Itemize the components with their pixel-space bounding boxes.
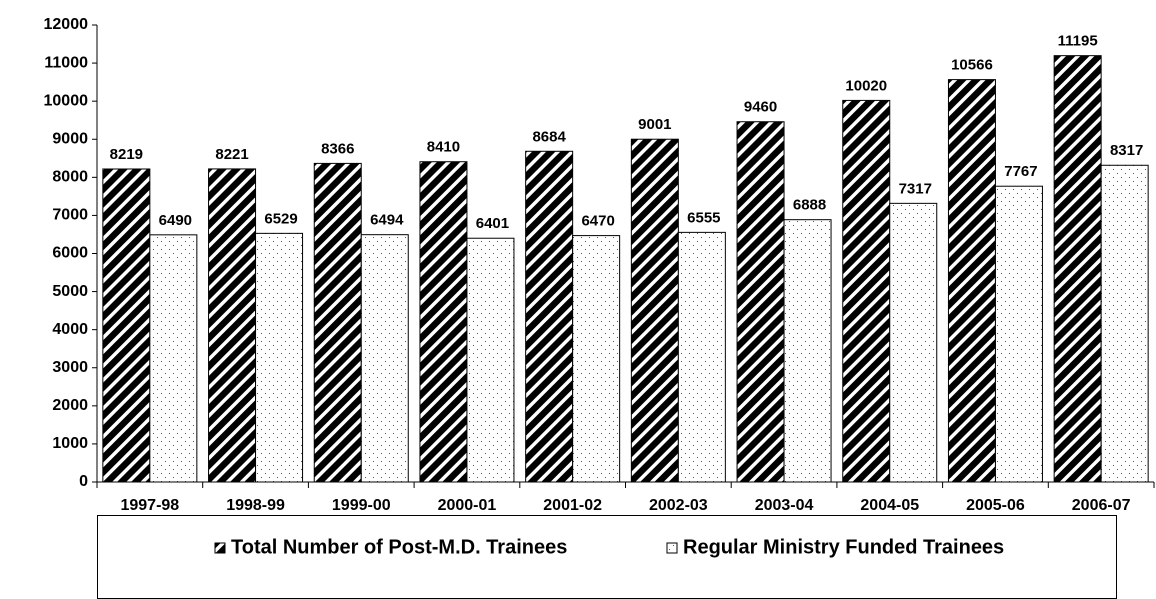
value-label: 6529 xyxy=(264,210,297,227)
bar xyxy=(419,161,468,483)
y-tick-label: 7000 xyxy=(52,207,88,224)
legend-swatch xyxy=(214,542,226,554)
x-tick-label: 1998-99 xyxy=(226,497,285,514)
y-tick-label: 9000 xyxy=(52,130,88,147)
y-tick-label: 3000 xyxy=(52,359,88,376)
value-label: 7317 xyxy=(899,180,932,197)
y-tick-label: 12000 xyxy=(44,16,89,33)
x-tick-label: 2002-03 xyxy=(649,497,708,514)
bar xyxy=(736,121,785,483)
value-label: 6470 xyxy=(581,213,614,230)
value-label: 11195 xyxy=(1058,33,1098,50)
value-label: 8317 xyxy=(1110,142,1143,159)
bar xyxy=(255,232,304,483)
value-label: 8221 xyxy=(215,146,248,163)
value-label: 6555 xyxy=(687,209,720,226)
value-label: 6494 xyxy=(370,212,404,229)
value-label: 9001 xyxy=(638,116,671,133)
x-tick-label: 2005-06 xyxy=(966,497,1025,514)
y-tick-label: 6000 xyxy=(52,245,88,262)
value-label: 7767 xyxy=(1004,163,1037,180)
bar xyxy=(1100,164,1149,483)
bar xyxy=(630,138,679,483)
y-tick-label: 4000 xyxy=(52,321,88,338)
value-label: 6888 xyxy=(793,197,826,214)
value-label: 8219 xyxy=(110,146,143,163)
bar xyxy=(572,235,621,483)
bar xyxy=(102,168,151,483)
x-tick-label: 2000-01 xyxy=(438,497,497,514)
bar xyxy=(1053,55,1102,483)
value-label: 6490 xyxy=(159,212,192,229)
value-label: 10566 xyxy=(951,57,993,74)
legend-box xyxy=(97,515,1117,599)
value-label: 8684 xyxy=(532,128,566,145)
y-tick-label: 11000 xyxy=(44,54,88,71)
y-tick-label: 10000 xyxy=(44,92,89,109)
x-tick-label: 1997-98 xyxy=(120,497,179,514)
value-label: 8366 xyxy=(321,140,354,157)
x-tick-label: 1999-00 xyxy=(332,497,391,514)
y-tick-label: 1000 xyxy=(52,435,88,452)
y-tick-label: 2000 xyxy=(52,397,88,414)
bar xyxy=(466,237,515,483)
bar xyxy=(994,185,1043,483)
bar xyxy=(783,219,832,483)
bar xyxy=(947,79,996,483)
bar xyxy=(677,231,726,483)
x-tick-label: 2003-04 xyxy=(755,497,814,514)
bar xyxy=(889,202,938,483)
y-tick-label: 5000 xyxy=(52,283,88,300)
y-tick-label: 0 xyxy=(79,473,88,490)
bar xyxy=(842,99,891,483)
bar xyxy=(313,162,362,483)
legend-swatch xyxy=(666,542,678,554)
value-label: 6401 xyxy=(476,215,509,232)
bar xyxy=(360,234,409,483)
bar xyxy=(525,150,574,483)
value-label: 10020 xyxy=(845,77,887,94)
value-label: 9460 xyxy=(744,99,777,116)
x-tick-label: 2004-05 xyxy=(860,497,919,514)
bar xyxy=(208,168,257,483)
legend-label: Regular Ministry Funded Trainees xyxy=(683,536,1004,558)
y-tick-label: 8000 xyxy=(52,169,88,186)
value-label: 8410 xyxy=(427,139,460,156)
x-tick-label: 2001-02 xyxy=(543,497,602,514)
legend-label: Total Number of Post-M.D. Trainees xyxy=(231,536,567,558)
x-tick-label: 2006-07 xyxy=(1072,497,1131,514)
bar xyxy=(149,234,198,483)
